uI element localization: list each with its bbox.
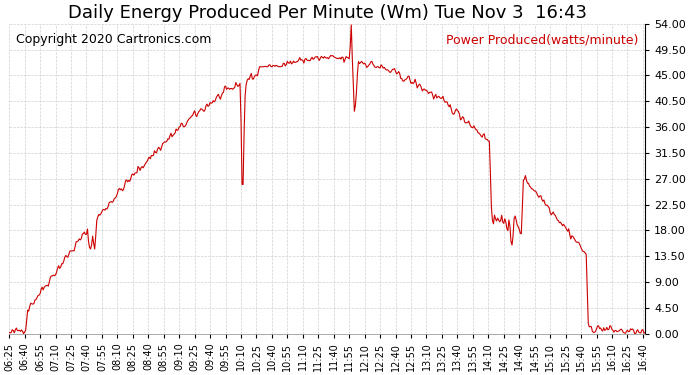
Text: Copyright 2020 Cartronics.com: Copyright 2020 Cartronics.com [15,33,211,46]
Text: Power Produced(watts/minute): Power Produced(watts/minute) [446,33,638,46]
Title: Daily Energy Produced Per Minute (Wm) Tue Nov 3  16:43: Daily Energy Produced Per Minute (Wm) Tu… [68,4,586,22]
